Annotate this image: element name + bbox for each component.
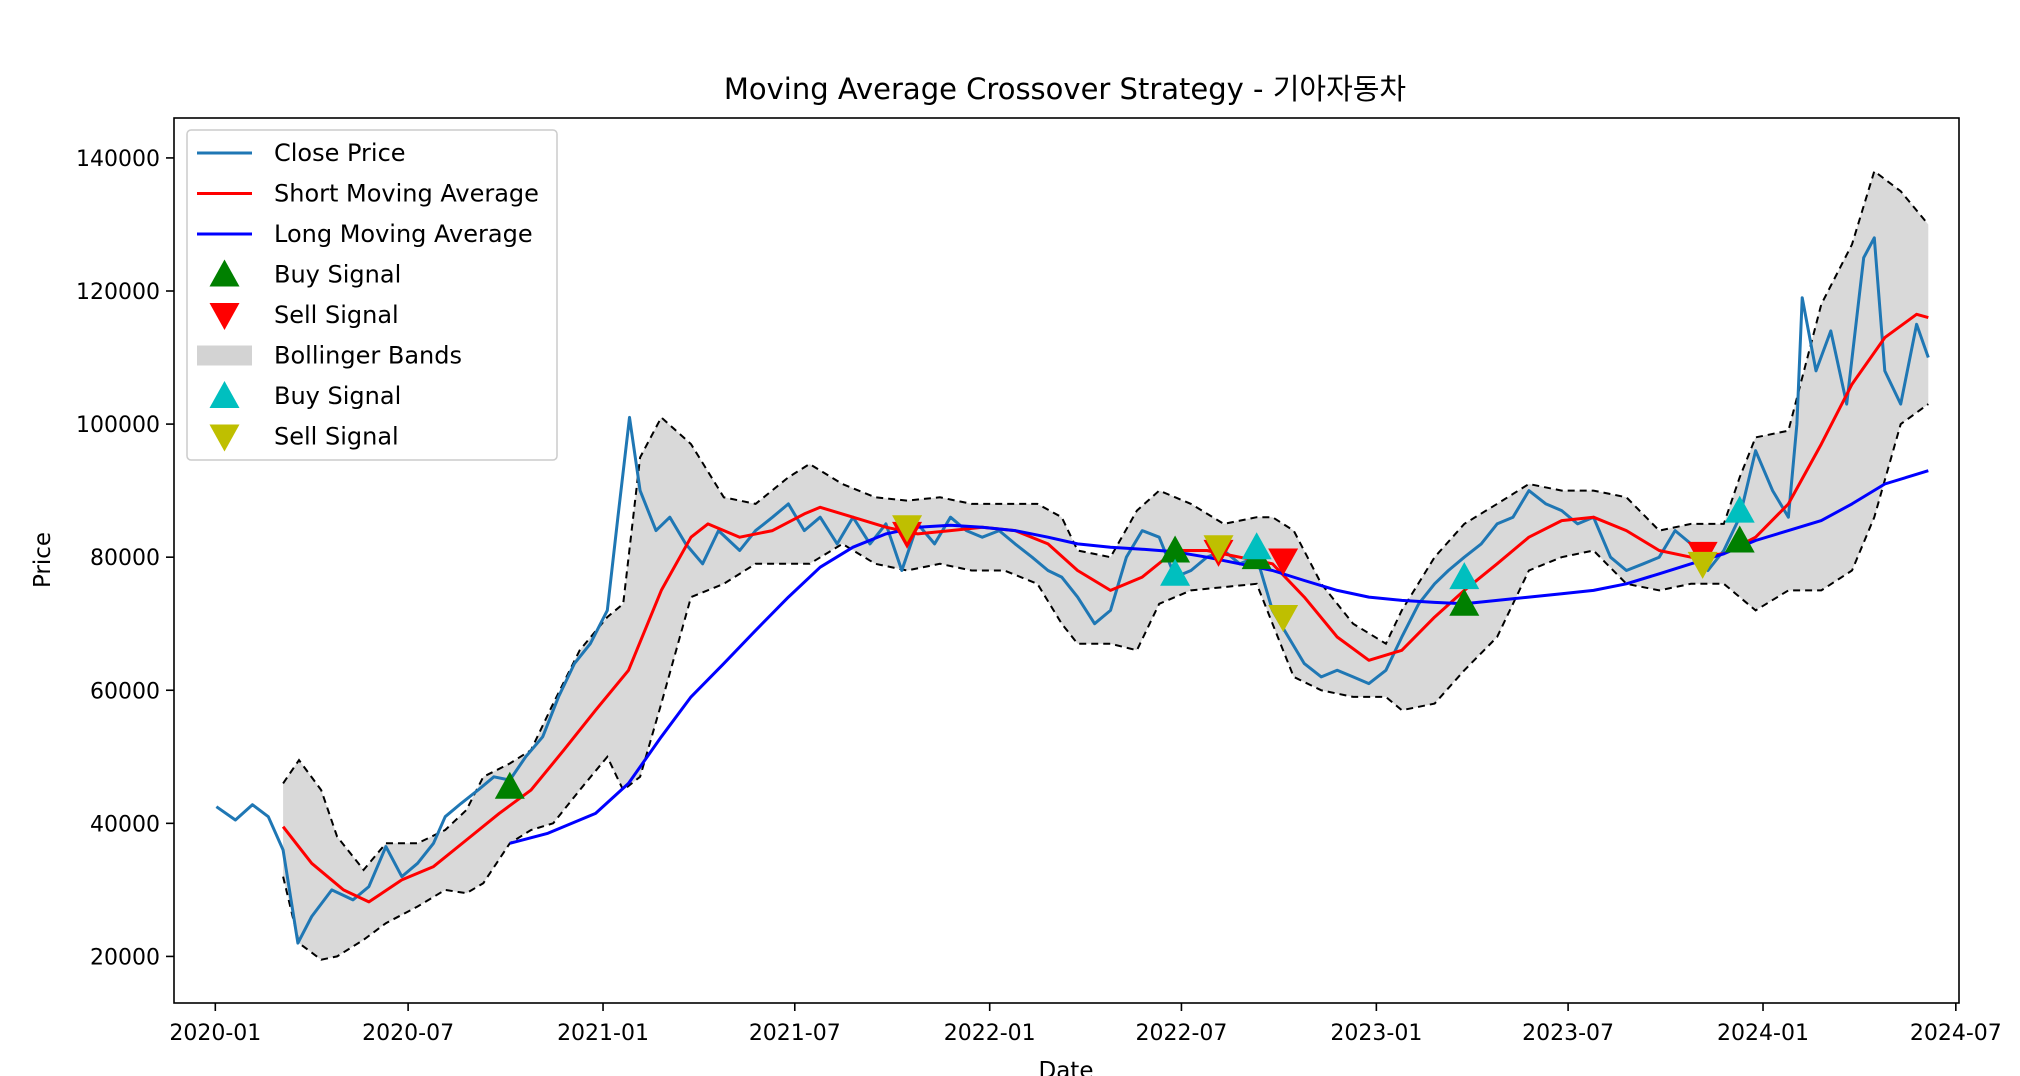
legend-entry-label: Sell Signal: [274, 423, 399, 451]
sell-signal-marker: [1268, 605, 1299, 633]
sell-signal-marker: [892, 515, 923, 543]
sell-signal-marker: [1268, 548, 1299, 576]
buy-signal-marker: [1449, 588, 1480, 616]
x-tick-label: 2020-01: [169, 1021, 261, 1046]
x-tick-label: 2024-01: [1717, 1021, 1809, 1046]
chart-title: Moving Average Crossover Strategy - 기아자동…: [724, 72, 1406, 106]
x-axis-label: Date: [1039, 1058, 1094, 1076]
x-axis: 2020-01 2020-07 2021-01 2021-07 2022-01 2022-…: [169, 1003, 2002, 1046]
y-tick-label: 40000: [90, 812, 160, 837]
legend-marker-swatch: [209, 381, 240, 408]
x-tick-label: 2021-01: [557, 1021, 649, 1046]
y-axis: 20000 40000 60000 80000 100000 120000 140000: [76, 147, 174, 970]
x-tick-label: 2023-07: [1522, 1021, 1614, 1046]
buy-signal-marker: [1724, 495, 1755, 523]
legend-box: [186, 129, 558, 461]
y-tick-label: 60000: [90, 679, 160, 704]
legend-marker-swatch: [209, 424, 240, 452]
y-axis-label: Price: [30, 532, 56, 588]
legend-entry-label: Bollinger Bands: [274, 342, 462, 370]
bollinger-upper-line: [282, 169, 1930, 872]
close-price-line: [215, 236, 1930, 945]
bollinger-lower-line: [282, 403, 1929, 961]
legend: Close Price Short Moving Average Long Movi…: [186, 129, 558, 461]
plot-area: [215, 169, 1930, 961]
legend-entry-label: Long Moving Average: [274, 220, 533, 248]
legend-band-swatch: [197, 345, 252, 366]
legend-entry-label: Short Moving Average: [274, 180, 539, 208]
y-tick-label: 20000: [90, 945, 160, 970]
y-tick-label: 80000: [90, 546, 160, 571]
x-tick-label: 2022-01: [944, 1021, 1036, 1046]
legend-entry-label: Sell Signal: [274, 301, 399, 329]
sell-signal-marker: [1203, 535, 1234, 563]
legend-entry-label: Close Price: [274, 139, 406, 167]
x-tick-label: 2024-07: [1910, 1021, 2002, 1046]
buy-signal-marker: [494, 771, 525, 799]
buy-signal-marker: [1724, 525, 1755, 553]
x-tick-label: 2023-01: [1330, 1021, 1422, 1046]
y-tick-label: 100000: [76, 413, 160, 438]
x-tick-label: 2020-07: [362, 1021, 454, 1046]
axes-frame: [173, 117, 1960, 1004]
sell-signal-marker: [1687, 551, 1718, 579]
x-tick-label: 2021-07: [749, 1021, 841, 1046]
buy-signal-marker: [1160, 558, 1191, 586]
buy-signal-marker: [1241, 532, 1272, 560]
legend-marker-swatch: [209, 259, 240, 287]
y-tick-label: 120000: [76, 280, 160, 305]
y-tick-label: 140000: [76, 147, 160, 172]
bollinger-band-fill: [283, 171, 1929, 960]
x-tick-label: 2022-07: [1135, 1021, 1227, 1046]
short-moving-average-line: [281, 312, 1929, 904]
legend-entry-label: Buy Signal: [274, 261, 401, 289]
buy-signal-marker: [1449, 562, 1480, 590]
buy-signal-marker: [1160, 535, 1191, 563]
legend-entry-label: Buy Signal: [274, 382, 401, 410]
long-moving-average-line: [509, 469, 1929, 845]
legend-marker-swatch: [209, 303, 240, 330]
